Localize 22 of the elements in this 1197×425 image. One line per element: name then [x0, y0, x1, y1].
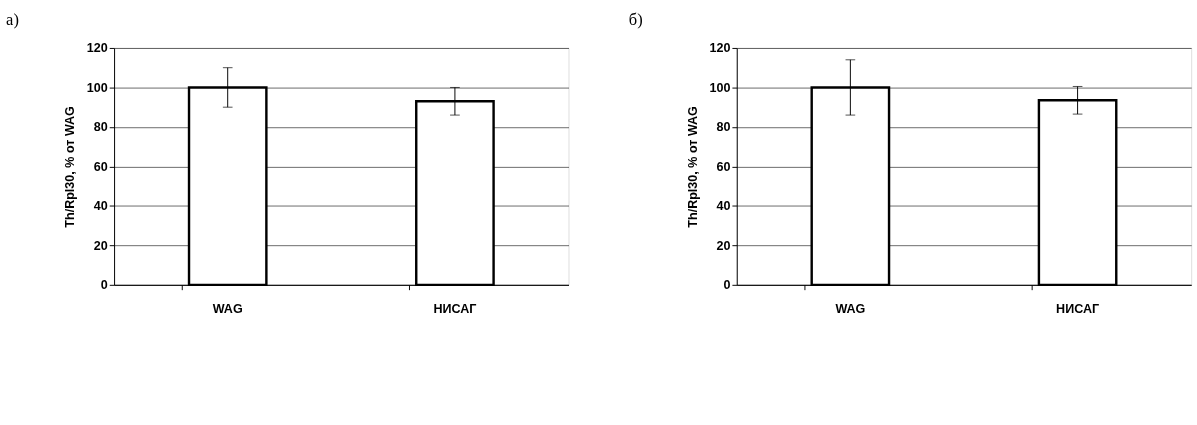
y-tick-label: 0: [100, 278, 108, 293]
y-tick-label: 60: [716, 159, 731, 174]
y-tick-label: 120: [709, 41, 731, 56]
y-tick-label: 40: [716, 199, 731, 214]
chart-title: б): [628, 9, 643, 29]
y-axis-title: Th/Rpl30, % от WAG: [63, 106, 78, 228]
y-axis-title: Th/Rpl30, % от WAG: [685, 106, 700, 228]
x-tick-label: НИСАГ: [433, 302, 477, 317]
y-tick-label: 80: [716, 120, 731, 135]
x-tick-label: НИСАГ: [1056, 302, 1100, 317]
x-tick-label: WAG: [212, 302, 243, 317]
x-tick-label: WAG: [835, 302, 866, 317]
y-tick-label: 120: [86, 41, 108, 56]
y-tick-label: 100: [86, 80, 108, 95]
y-tick-label: 20: [93, 238, 108, 253]
y-tick-label: 80: [93, 120, 108, 135]
y-tick-label: 0: [723, 278, 731, 293]
y-tick-label: 100: [709, 80, 731, 95]
y-tick-label: 60: [93, 159, 108, 174]
y-tick-label: 40: [93, 199, 108, 214]
chart-title: а): [6, 9, 19, 29]
y-tick-label: 20: [716, 238, 731, 253]
